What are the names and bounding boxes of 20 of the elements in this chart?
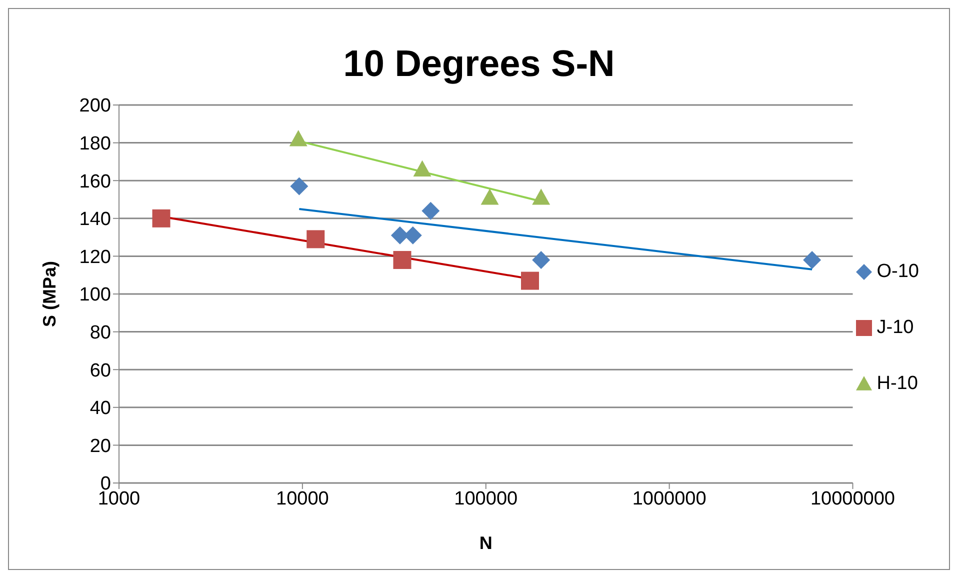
y-tick-label: 80 (90, 322, 111, 344)
x-tick-label: 100000 (454, 488, 518, 510)
x-tick-label: 10000000 (810, 488, 896, 510)
y-tick-label: 40 (90, 398, 111, 420)
legend-label: O-10 (876, 261, 919, 283)
y-axis-title: S (MPa) (39, 260, 60, 328)
chart-title: 10 Degrees S-N (342, 43, 616, 86)
y-tick-label: 160 (79, 171, 111, 192)
y-tick-label: 20 (90, 436, 111, 457)
y-tick-label: 60 (90, 360, 111, 382)
x-axis-title: N (479, 533, 492, 553)
y-tick-label: 140 (79, 209, 111, 230)
y-tick-label: 200 (79, 96, 111, 117)
legend-label: J-10 (876, 317, 914, 339)
y-tick-label: 120 (79, 246, 111, 268)
y-tick-label: 100 (79, 284, 111, 306)
y-tick-label: 180 (79, 134, 111, 155)
x-tick-label: 10000 (276, 488, 329, 510)
x-tick-label: 1000000 (632, 488, 706, 510)
legend-label: H-10 (876, 373, 918, 395)
